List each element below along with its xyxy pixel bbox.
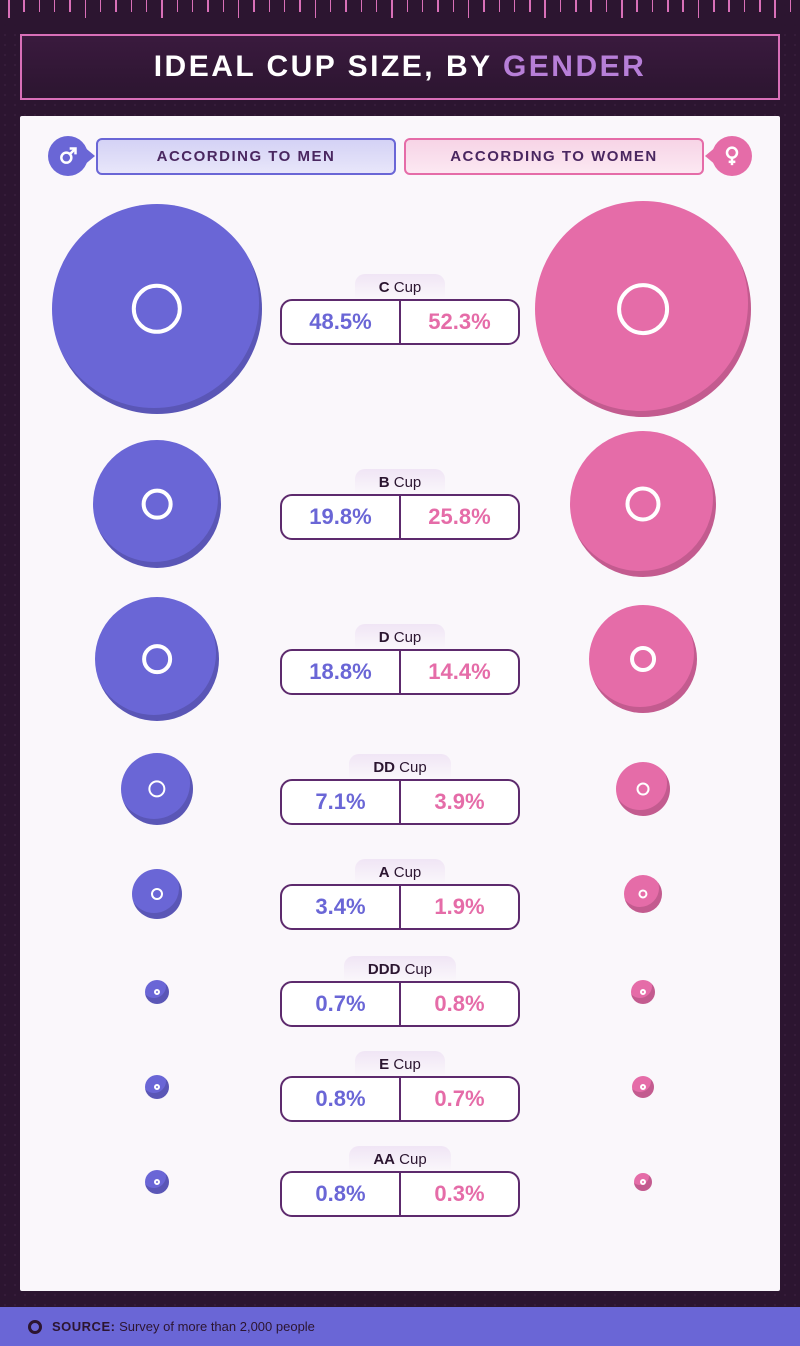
women-percent: 0.7% bbox=[401, 1078, 518, 1120]
women-bubble bbox=[520, 605, 756, 713]
percent-box: 18.8%14.4% bbox=[280, 649, 520, 695]
men-bubble bbox=[44, 440, 280, 568]
center-block: B Cup19.8%25.8% bbox=[280, 469, 520, 540]
data-row: B Cup19.8%25.8% bbox=[44, 424, 756, 584]
main-panel: ACCORDING TO MEN ACCORDING TO WOMEN C Cu… bbox=[20, 116, 780, 1291]
cup-label: E Cup bbox=[355, 1051, 445, 1076]
title-bar: IDEAL CUP SIZE, BY GENDER bbox=[20, 34, 780, 100]
title-prefix: IDEAL CUP SIZE, BY bbox=[154, 50, 503, 83]
data-row: E Cup0.8%0.7% bbox=[44, 1039, 756, 1134]
data-row: DD Cup7.1%3.9% bbox=[44, 734, 756, 844]
infographic-root: IDEAL CUP SIZE, BY GENDER ACCORDING TO M… bbox=[0, 0, 800, 1346]
title-accent: GENDER bbox=[503, 50, 646, 83]
women-bubble bbox=[520, 431, 756, 577]
men-percent: 19.8% bbox=[282, 496, 401, 538]
cup-label-rest: Cup bbox=[395, 759, 427, 776]
cup-label-rest: Cup bbox=[389, 1056, 421, 1073]
cup-label-rest: Cup bbox=[390, 864, 422, 881]
women-bubble bbox=[520, 201, 756, 417]
data-rows: C Cup48.5%52.3%B Cup19.8%25.8%D Cup18.8%… bbox=[44, 194, 756, 1281]
source-text: SOURCE: Survey of more than 2,000 people bbox=[52, 1319, 315, 1334]
women-percent: 0.8% bbox=[401, 983, 518, 1025]
female-icon bbox=[712, 136, 752, 176]
percent-box: 48.5%52.3% bbox=[280, 299, 520, 345]
women-bubble bbox=[520, 1076, 756, 1098]
cup-label: D Cup bbox=[355, 624, 446, 649]
legend-women-label: ACCORDING TO WOMEN bbox=[404, 138, 704, 175]
cup-label-rest: Cup bbox=[390, 474, 422, 491]
cup-label-bold: E bbox=[379, 1056, 389, 1073]
men-bubble bbox=[44, 1075, 280, 1099]
percent-box: 0.8%0.7% bbox=[280, 1076, 520, 1122]
percent-box: 3.4%1.9% bbox=[280, 884, 520, 930]
cup-label: B Cup bbox=[355, 469, 446, 494]
men-percent: 48.5% bbox=[282, 301, 401, 343]
women-bubble bbox=[520, 1173, 756, 1191]
center-block: A Cup3.4%1.9% bbox=[280, 859, 520, 930]
cup-label-bold: DD bbox=[373, 759, 395, 776]
cup-label-bold: A bbox=[379, 864, 390, 881]
cup-label-bold: AA bbox=[373, 1151, 395, 1168]
source-body: Survey of more than 2,000 people bbox=[115, 1319, 314, 1334]
cup-label: AA Cup bbox=[349, 1146, 450, 1171]
men-bubble bbox=[44, 753, 280, 825]
cup-label-bold: D bbox=[379, 629, 390, 646]
men-percent: 0.8% bbox=[282, 1078, 401, 1120]
cup-label-bold: DDD bbox=[368, 961, 401, 978]
women-percent: 0.3% bbox=[401, 1173, 518, 1215]
cup-label-rest: Cup bbox=[390, 279, 422, 296]
legend-men-label: ACCORDING TO MEN bbox=[96, 138, 396, 175]
women-bubble bbox=[520, 980, 756, 1004]
cup-label-rest: Cup bbox=[395, 1151, 427, 1168]
cup-label: DD Cup bbox=[349, 754, 450, 779]
women-bubble bbox=[520, 762, 756, 816]
men-percent: 0.8% bbox=[282, 1173, 401, 1215]
men-bubble bbox=[44, 597, 280, 721]
legend: ACCORDING TO MEN ACCORDING TO WOMEN bbox=[44, 136, 756, 176]
center-block: AA Cup0.8%0.3% bbox=[280, 1146, 520, 1217]
data-row: D Cup18.8%14.4% bbox=[44, 584, 756, 734]
men-percent: 7.1% bbox=[282, 781, 401, 823]
percent-box: 0.8%0.3% bbox=[280, 1171, 520, 1217]
cup-label-bold: B bbox=[379, 474, 390, 491]
center-block: DD Cup7.1%3.9% bbox=[280, 754, 520, 825]
women-bubble bbox=[520, 875, 756, 913]
cup-label-rest: Cup bbox=[390, 629, 422, 646]
women-percent: 52.3% bbox=[401, 301, 518, 343]
center-block: D Cup18.8%14.4% bbox=[280, 624, 520, 695]
men-bubble bbox=[44, 980, 280, 1004]
footer: SOURCE: Survey of more than 2,000 people bbox=[0, 1307, 800, 1346]
men-percent: 3.4% bbox=[282, 886, 401, 928]
percent-box: 0.7%0.8% bbox=[280, 981, 520, 1027]
data-row: DDD Cup0.7%0.8% bbox=[44, 944, 756, 1039]
center-block: DDD Cup0.7%0.8% bbox=[280, 956, 520, 1027]
cup-label: A Cup bbox=[355, 859, 446, 884]
men-percent: 0.7% bbox=[282, 983, 401, 1025]
data-row: AA Cup0.8%0.3% bbox=[44, 1134, 756, 1229]
men-bubble bbox=[44, 869, 280, 919]
women-percent: 14.4% bbox=[401, 651, 518, 693]
cup-label-bold: C bbox=[379, 279, 390, 296]
data-row: A Cup3.4%1.9% bbox=[44, 844, 756, 944]
page-title: IDEAL CUP SIZE, BY GENDER bbox=[154, 50, 647, 83]
men-bubble bbox=[44, 204, 280, 414]
cup-label-rest: Cup bbox=[400, 961, 432, 978]
women-percent: 3.9% bbox=[401, 781, 518, 823]
center-block: E Cup0.8%0.7% bbox=[280, 1051, 520, 1122]
cup-label: C Cup bbox=[355, 274, 446, 299]
women-percent: 1.9% bbox=[401, 886, 518, 928]
percent-box: 7.1%3.9% bbox=[280, 779, 520, 825]
women-percent: 25.8% bbox=[401, 496, 518, 538]
data-row: C Cup48.5%52.3% bbox=[44, 194, 756, 424]
percent-box: 19.8%25.8% bbox=[280, 494, 520, 540]
men-percent: 18.8% bbox=[282, 651, 401, 693]
ruler-decoration bbox=[0, 0, 800, 30]
male-icon bbox=[48, 136, 88, 176]
source-label: SOURCE: bbox=[52, 1319, 115, 1334]
cup-label: DDD Cup bbox=[344, 956, 456, 981]
men-bubble bbox=[44, 1170, 280, 1194]
source-icon bbox=[28, 1320, 42, 1334]
center-block: C Cup48.5%52.3% bbox=[280, 274, 520, 345]
